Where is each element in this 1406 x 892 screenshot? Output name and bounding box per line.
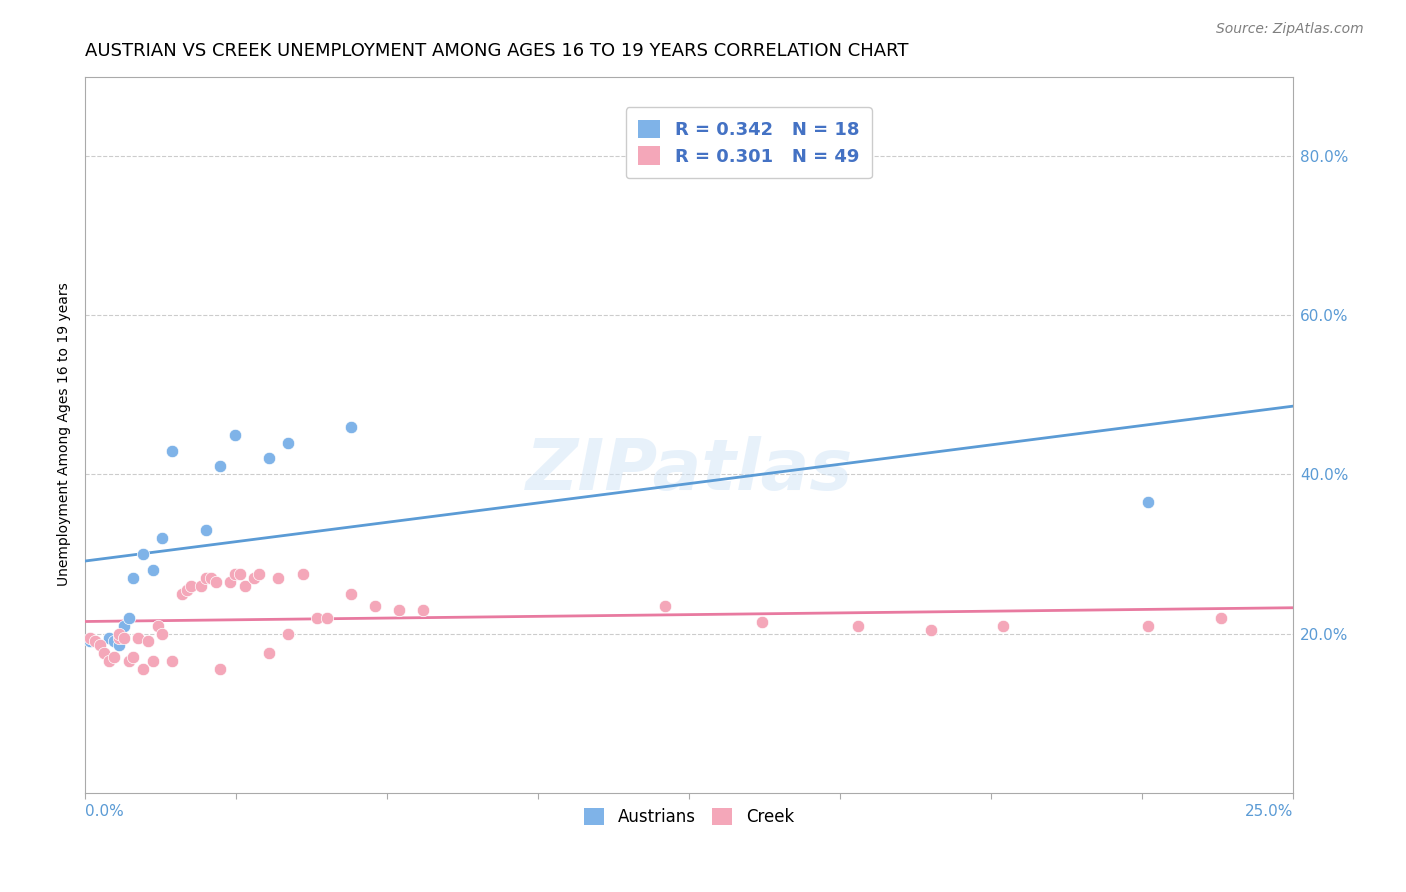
Point (257, 451, 280, 466)
Point (388, 602, 411, 616)
Point (751, 615, 773, 629)
Point (277, 626, 299, 640)
Point (83, 634, 105, 648)
Point (79, 631, 101, 645)
Point (1137, 618, 1160, 632)
Point (340, 419, 363, 434)
Point (152, 531, 174, 545)
Point (142, 563, 165, 577)
Point (307, 610, 329, 624)
Point (89, 639, 111, 653)
Point (108, 639, 131, 653)
Point (412, 602, 434, 616)
Point (200, 571, 222, 585)
Point (112, 631, 135, 645)
Text: Source: ZipAtlas.com: Source: ZipAtlas.com (1216, 22, 1364, 37)
Point (108, 626, 131, 640)
Text: ZIPatlas: ZIPatlas (526, 436, 853, 505)
Point (219, 574, 242, 589)
Point (224, 566, 246, 581)
Point (160, 654, 183, 668)
Y-axis label: Unemployment Among Ages 16 to 19 years: Unemployment Among Ages 16 to 19 years (58, 283, 72, 587)
Point (103, 650, 125, 665)
Point (190, 579, 212, 593)
Point (146, 618, 169, 632)
Point (132, 547, 155, 561)
Point (364, 599, 387, 613)
Point (257, 647, 280, 661)
Point (194, 571, 217, 585)
Point (79, 634, 101, 648)
Point (229, 566, 252, 581)
Point (277, 435, 299, 450)
Point (117, 654, 139, 668)
Point (920, 623, 942, 637)
Point (247, 566, 270, 581)
Text: 25.0%: 25.0% (1244, 804, 1294, 819)
Point (224, 427, 246, 442)
Point (848, 618, 870, 632)
Point (993, 618, 1015, 632)
Point (209, 662, 232, 676)
Point (122, 571, 145, 585)
Point (194, 523, 217, 537)
Point (122, 650, 145, 665)
Point (267, 571, 290, 585)
Point (98, 631, 121, 645)
Point (136, 634, 159, 648)
Point (117, 610, 139, 624)
Point (93, 647, 115, 661)
Point (180, 579, 202, 593)
Point (654, 599, 676, 613)
Point (315, 610, 337, 624)
Point (233, 579, 256, 593)
Text: 0.0%: 0.0% (86, 804, 124, 819)
Point (98, 654, 121, 668)
Point (170, 587, 193, 601)
Point (243, 571, 266, 585)
Point (127, 631, 149, 645)
Point (1209, 610, 1232, 624)
Point (132, 662, 155, 676)
Point (291, 566, 314, 581)
Text: AUSTRIAN VS CREEK UNEMPLOYMENT AMONG AGES 16 TO 19 YEARS CORRELATION CHART: AUSTRIAN VS CREEK UNEMPLOYMENT AMONG AGE… (86, 42, 908, 60)
Point (142, 654, 165, 668)
Point (112, 618, 135, 632)
Point (160, 443, 183, 458)
Point (204, 574, 226, 589)
Point (152, 626, 174, 640)
Point (1137, 495, 1160, 509)
Point (340, 587, 363, 601)
Point (209, 459, 232, 474)
Point (103, 634, 125, 648)
Legend: Austrians, Creek: Austrians, Creek (576, 799, 803, 834)
Point (108, 631, 131, 645)
Point (176, 582, 198, 597)
